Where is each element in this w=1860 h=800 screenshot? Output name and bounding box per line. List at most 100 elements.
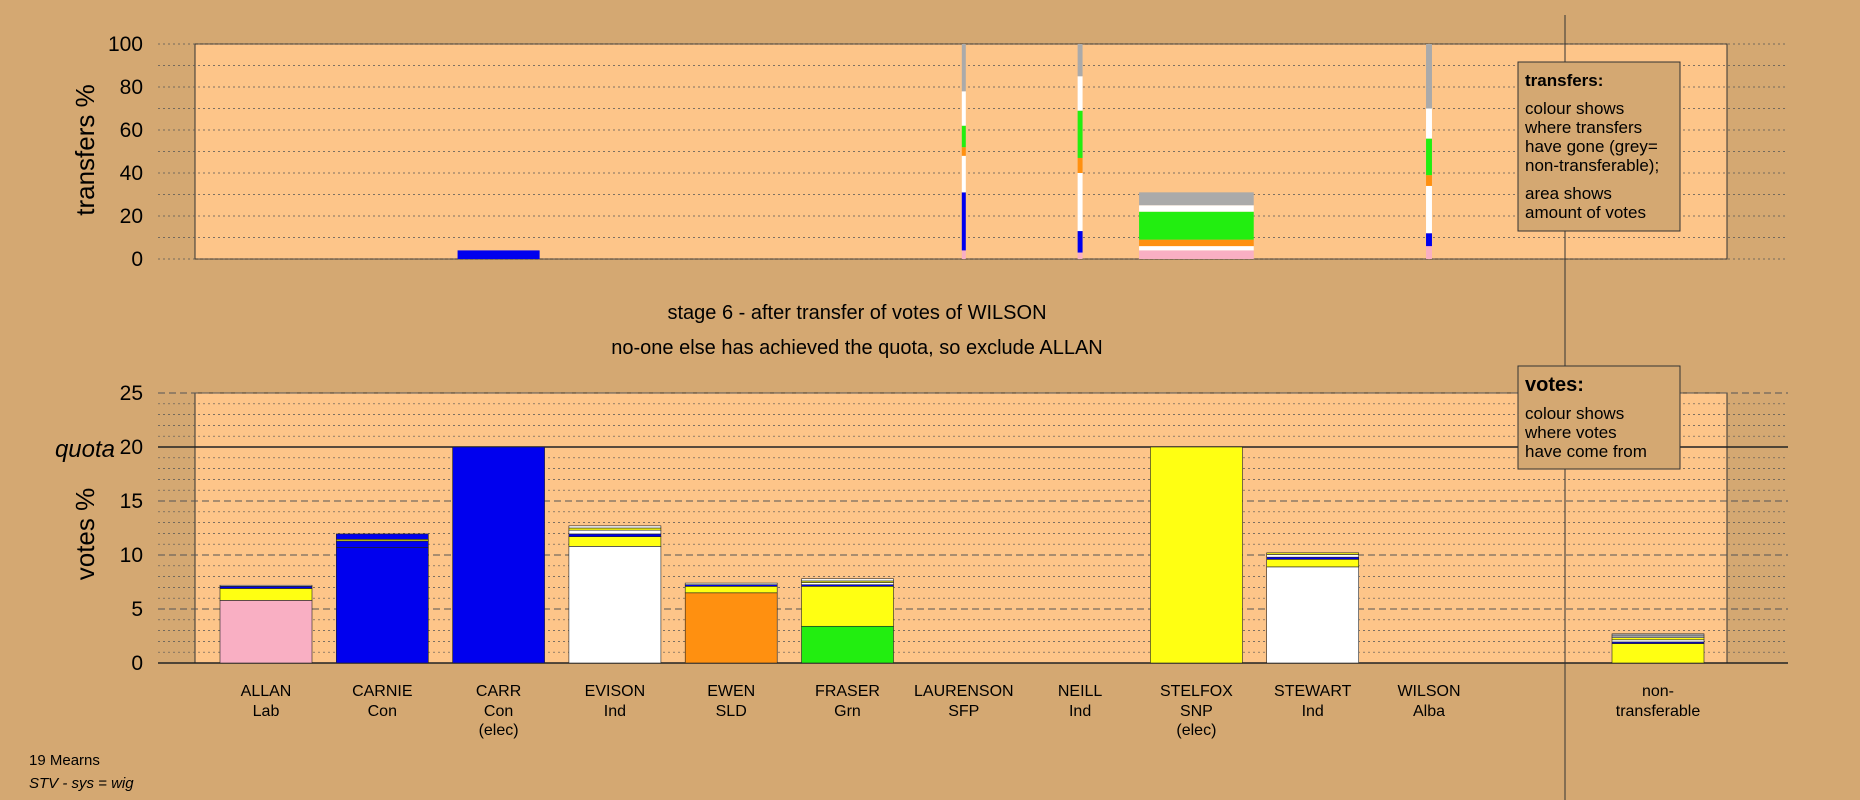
votes-bar-segment-evison: [568, 536, 662, 547]
votes-bar-segment-fraser: [801, 625, 894, 664]
votes-bars: [219, 446, 1705, 664]
transfers-bar-segment-wilson: [1426, 185, 1432, 234]
votes-bar-segment-stewart: [1266, 559, 1359, 568]
votes-y-tick-label: 10: [120, 544, 143, 567]
votes-bar-segment-stewart: [1266, 566, 1359, 664]
transfers-bar-segment-neill: [1077, 76, 1083, 111]
transfers-bar-segment-wilson: [1426, 44, 1432, 109]
candidate-party: Alba: [1413, 703, 1445, 720]
candidate-note: (elec): [479, 722, 519, 739]
candidate-party: Ind: [1302, 703, 1324, 720]
transfers-bar-segment-stelfox: [1139, 246, 1254, 251]
votes-bar-segment-evison: [568, 527, 662, 531]
votes-bar-segment-stelfox: [1150, 446, 1243, 664]
votes-bar-segment-allan: [219, 588, 313, 601]
votes-bar-non-transferable: [1611, 633, 1705, 664]
votes-bar-stelfox: [1150, 446, 1243, 664]
transfers-bars: [457, 44, 1432, 259]
candidate-name: CARNIE: [352, 683, 412, 700]
candidate-party: Con: [484, 703, 513, 720]
candidate-name: STELFOX: [1160, 683, 1233, 700]
votes-legend-box: [1517, 365, 1681, 470]
transfers-bar-segment-wilson: [1426, 246, 1432, 259]
votes-bar-allan: [219, 584, 313, 664]
transfers-axis-title: transfers %: [70, 84, 100, 216]
votes-legend-title: votes:: [1525, 374, 1584, 396]
transfers-bar-segment-laurenson: [961, 44, 966, 92]
transfers-bar-segment-wilson: [1426, 138, 1432, 176]
system-note: STV - sys = wig: [29, 775, 134, 792]
transfers-legend: transfers: colour shows where transfers …: [1517, 61, 1681, 232]
transfers-bar-segment-laurenson: [961, 125, 966, 148]
transfers-bar-segment-neill: [1077, 44, 1083, 77]
transfers-bar-segment-wilson: [1426, 175, 1432, 186]
stage-subtitle: no-one else has achieved the quota, so e…: [611, 337, 1102, 359]
votes-gridlines: [158, 392, 1788, 664]
votes-legend-line: colour shows: [1525, 404, 1624, 423]
transfers-y-tick-label: 80: [120, 76, 143, 99]
votes-plot-area: [194, 392, 1728, 664]
votes-bar-stewart: [1266, 552, 1359, 664]
transfers-legend-box: [1517, 61, 1681, 232]
transfers-bar-segment-stelfox: [1139, 250, 1254, 259]
stage-title: stage 6 - after transfer of votes of WIL…: [667, 302, 1046, 324]
votes-bar-segment-evison: [568, 546, 662, 664]
votes-bar-ewen: [684, 582, 778, 664]
transfers-bar-segment-laurenson: [961, 192, 966, 251]
votes-bar-segment-evison: [568, 529, 662, 535]
votes-bar-segment-non-transferable: [1611, 639, 1705, 643]
transfers-panel: 0 20 40 60 80 100 transfers %: [70, 33, 1788, 271]
votes-bar-segment-non-transferable: [1611, 643, 1705, 664]
transfers-y-tick-label: 40: [120, 162, 143, 185]
transfers-legend-line: colour shows: [1525, 99, 1624, 118]
votes-legend-line: where votes: [1524, 423, 1617, 442]
transfers-legend-line: where transfers: [1524, 118, 1642, 137]
transfers-y-ticks: 0 20 40 60 80 100: [108, 33, 143, 271]
candidate-note: (elec): [1176, 722, 1216, 739]
transfers-bar-segment-stelfox: [1139, 205, 1254, 212]
quota-label: quota: [55, 436, 115, 463]
votes-bar-segment-ewen: [684, 586, 778, 594]
votes-bar-segment-carr: [452, 446, 545, 664]
transfers-bar-segment-neill: [1077, 110, 1083, 158]
votes-bar-evison: [568, 525, 662, 664]
votes-bar-carnie: [335, 533, 429, 664]
votes-bar-segment-ewen: [684, 582, 778, 586]
transfers-y-tick-label: 20: [120, 205, 143, 228]
votes-bar-segment-evison: [568, 525, 662, 529]
transfers-bar-segment-laurenson: [961, 155, 966, 193]
candidate-party: transferable: [1616, 703, 1701, 720]
votes-bar-segment-stewart: [1266, 554, 1359, 558]
candidate-party: SNP: [1180, 703, 1213, 720]
votes-bar-fraser: [801, 578, 894, 664]
transfers-bar-segment-neill: [1077, 252, 1083, 259]
votes-bar-segment-fraser: [801, 586, 894, 627]
votes-y-tick-label: 5: [131, 598, 143, 621]
votes-bar-segment-allan: [219, 584, 313, 587]
candidate-party: Ind: [1069, 703, 1091, 720]
candidate-name: non-: [1642, 683, 1674, 700]
votes-legend-line: have come from: [1525, 442, 1647, 461]
votes-legend: votes: colour shows where votes have com…: [1517, 365, 1681, 470]
candidate-name: WILSON: [1397, 683, 1460, 700]
votes-bar-segment-stewart: [1266, 552, 1359, 555]
candidate-name: STEWART: [1274, 683, 1352, 700]
transfers-y-tick-label: 0: [131, 248, 143, 271]
transfers-legend-title: transfers:: [1525, 71, 1603, 90]
transfers-y-tick-label: 100: [108, 33, 143, 56]
votes-y-tick-label: 15: [120, 490, 143, 513]
transfers-bar-segment-carr: [457, 250, 540, 259]
votes-bar-segment-evison: [568, 533, 662, 537]
transfers-bar-segment-laurenson: [961, 250, 966, 259]
transfers-bar-segment-wilson: [1426, 108, 1432, 139]
votes-axis-title: votes %: [70, 488, 100, 581]
votes-bar-segment-allan: [219, 586, 313, 589]
votes-bar-segment-carnie: [335, 547, 429, 664]
transfers-y-tick-label: 60: [120, 119, 143, 142]
votes-bar-segment-non-transferable: [1611, 637, 1705, 641]
transfers-legend-line: have gone (grey=: [1525, 137, 1658, 156]
candidate-party: Ind: [604, 703, 626, 720]
transfers-bar-segment-wilson: [1426, 233, 1432, 247]
votes-panel: 0 5 10 15 25 20 votes % quota: [55, 382, 1788, 675]
candidate-name: FRASER: [815, 683, 880, 700]
